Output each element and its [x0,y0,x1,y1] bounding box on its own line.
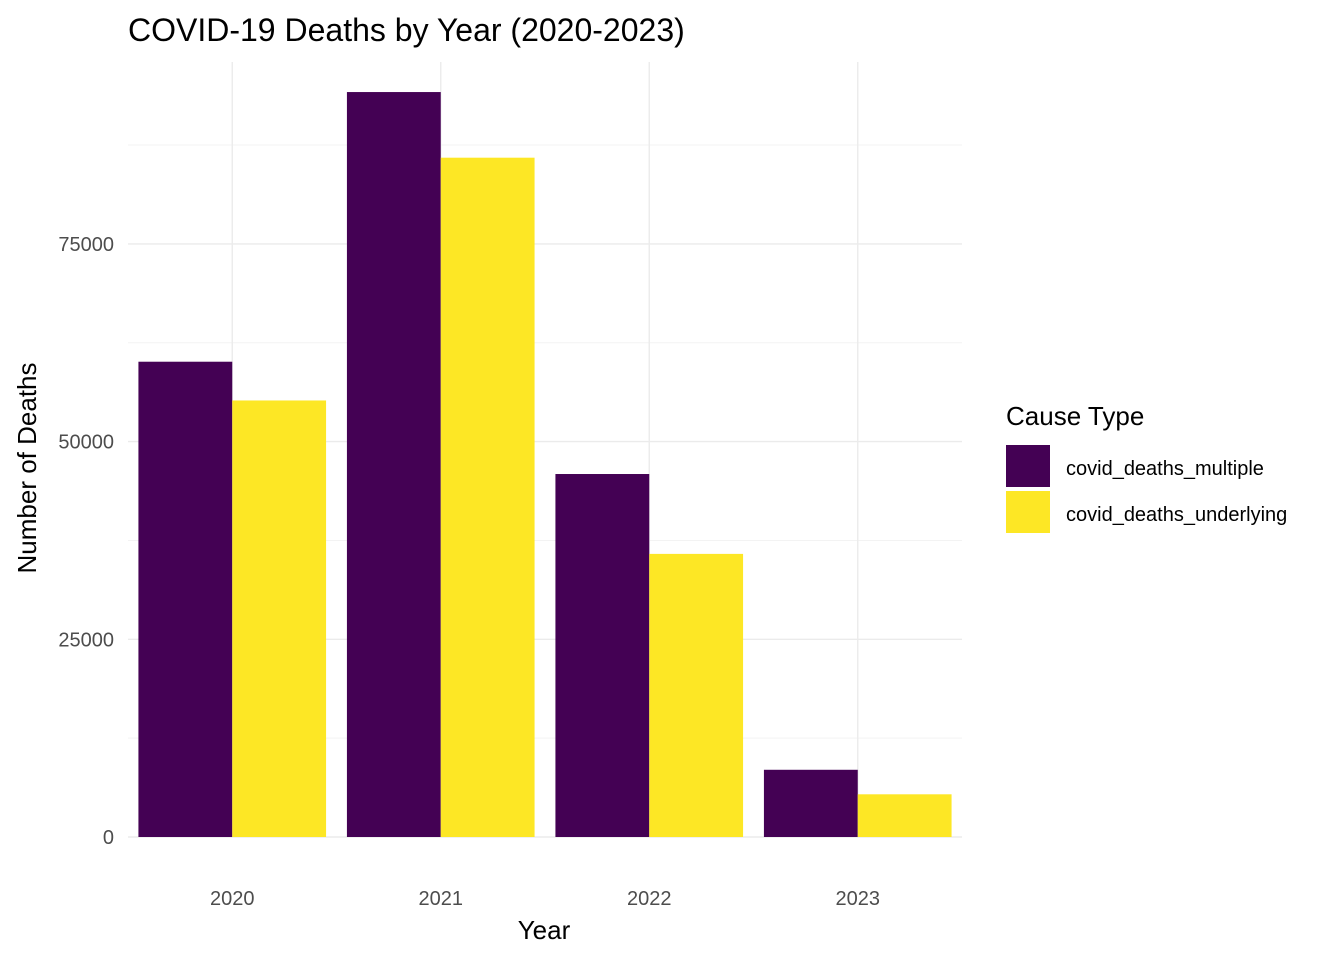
legend-label: covid_deaths_multiple [1066,458,1264,480]
legend-label: covid_deaths_underlying [1066,504,1287,526]
bars [138,92,952,837]
legend-items: covid_deaths_multiple covid_deaths_underl… [1006,445,1287,533]
x-tick-label: 2023 [836,888,881,910]
y-tick-label: 75000 [58,234,114,256]
legend-title: Cause Type [1006,401,1144,431]
x-axis-ticks: 2020 2021 2022 2023 [210,888,880,910]
bar-covid_deaths_multiple-2020 [138,361,233,837]
bar-covid_deaths_multiple-2022 [555,474,650,837]
bar-covid_deaths_multiple-2023 [763,769,858,837]
bar-covid_deaths_underlying-2022 [649,553,744,837]
bar-covid_deaths_underlying-2023 [857,794,952,837]
chart-title: COVID-19 Deaths by Year (2020-2023) [128,12,685,48]
x-tick-label: 2021 [419,888,464,910]
x-tick-label: 2020 [210,888,255,910]
legend-swatch [1006,491,1050,533]
x-tick-label: 2022 [627,888,672,910]
x-axis-title: Year [518,915,571,945]
y-axis-ticks: 0 25000 50000 75000 [58,234,114,849]
bar-covid_deaths_multiple-2021 [346,92,441,837]
y-tick-label: 0 [103,827,114,849]
bar-covid_deaths_underlying-2021 [440,157,535,837]
legend: Cause Type covid_deaths_multiplecovid_de… [1006,401,1287,533]
y-axis-title: Number of Deaths [12,363,42,574]
legend-swatch [1006,445,1050,487]
bar-covid_deaths_underlying-2020 [232,400,327,837]
y-tick-label: 50000 [58,432,114,454]
y-tick-label: 25000 [58,629,114,651]
